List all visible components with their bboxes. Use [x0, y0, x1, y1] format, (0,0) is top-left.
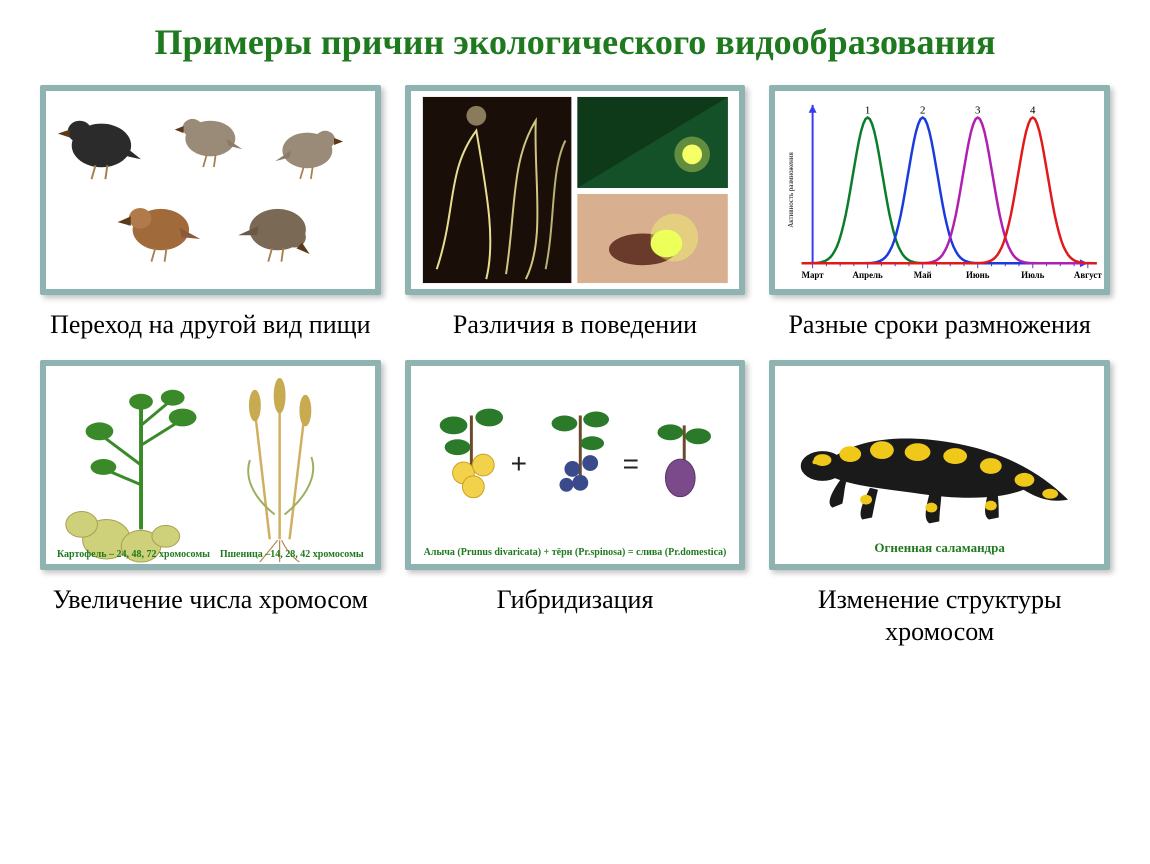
- cell-timing: Март Апрель Май Июнь Июль Август Активность ра…: [769, 85, 1110, 342]
- cell-hybridization: + = Алыча (Prunus divaricata) + тёрн (Pr…: [405, 360, 746, 649]
- wheat-label: Пшеница –14, 28, 42 хромосомы: [220, 549, 364, 560]
- svg-text:Август: Август: [1074, 270, 1102, 280]
- illustration-hybridization: + = Алыча (Prunus divaricata) + тёрн (Pr…: [405, 360, 746, 570]
- svg-text:Июль: Июль: [1022, 270, 1046, 280]
- cell-food-shift: Переход на другой вид пищи: [40, 85, 381, 342]
- cell-behaviour: Различия в поведении: [405, 85, 746, 342]
- salamander-name: Огненная саламандра: [775, 540, 1104, 556]
- equals-sign: =: [623, 448, 639, 480]
- svg-text:2: 2: [920, 105, 925, 117]
- caption-behaviour: Различия в поведении: [453, 309, 697, 342]
- potato-label: Картофель – 24, 48, 72 хромосомы: [57, 549, 210, 560]
- grid: Переход на другой вид пищи: [0, 75, 1150, 649]
- svg-text:Май: Май: [914, 270, 932, 280]
- svg-text:Апрель: Апрель: [853, 270, 883, 280]
- cell-polyploidy: Картофель – 24, 48, 72 хромосомы Пшеница…: [40, 360, 381, 649]
- caption-food-shift: Переход на другой вид пищи: [50, 309, 370, 342]
- svg-text:Активность размножения: Активность размножения: [788, 151, 795, 227]
- svg-text:Март: Март: [802, 270, 825, 280]
- caption-hybridization: Гибридизация: [497, 584, 654, 617]
- illustration-salamander: Огненная саламандра: [769, 360, 1110, 570]
- cell-chromosome-structure: Огненная саламандра Изменение структуры …: [769, 360, 1110, 649]
- illustration-polyploidy: Картофель – 24, 48, 72 хромосомы Пшеница…: [40, 360, 381, 570]
- plus-sign: +: [511, 448, 527, 480]
- caption-timing: Разные сроки размножения: [788, 309, 1090, 342]
- svg-text:3: 3: [975, 105, 981, 117]
- svg-text:4: 4: [1030, 105, 1036, 117]
- caption-chromosome-structure: Изменение структуры хромосом: [769, 584, 1110, 649]
- illustration-birds: [40, 85, 381, 295]
- illustration-fireflies: [405, 85, 746, 295]
- page-title: Примеры причин экологического видообразо…: [0, 0, 1150, 75]
- svg-text:1: 1: [865, 105, 870, 117]
- chart-breeding-timing: Март Апрель Май Июнь Июль Август Активность ра…: [769, 85, 1110, 295]
- hybrid-formula-text: Алыча (Prunus divaricata) + тёрн (Pr.spi…: [411, 547, 740, 558]
- svg-text:Июнь: Июнь: [966, 270, 990, 280]
- caption-polyploidy: Увеличение числа хромосом: [53, 584, 368, 617]
